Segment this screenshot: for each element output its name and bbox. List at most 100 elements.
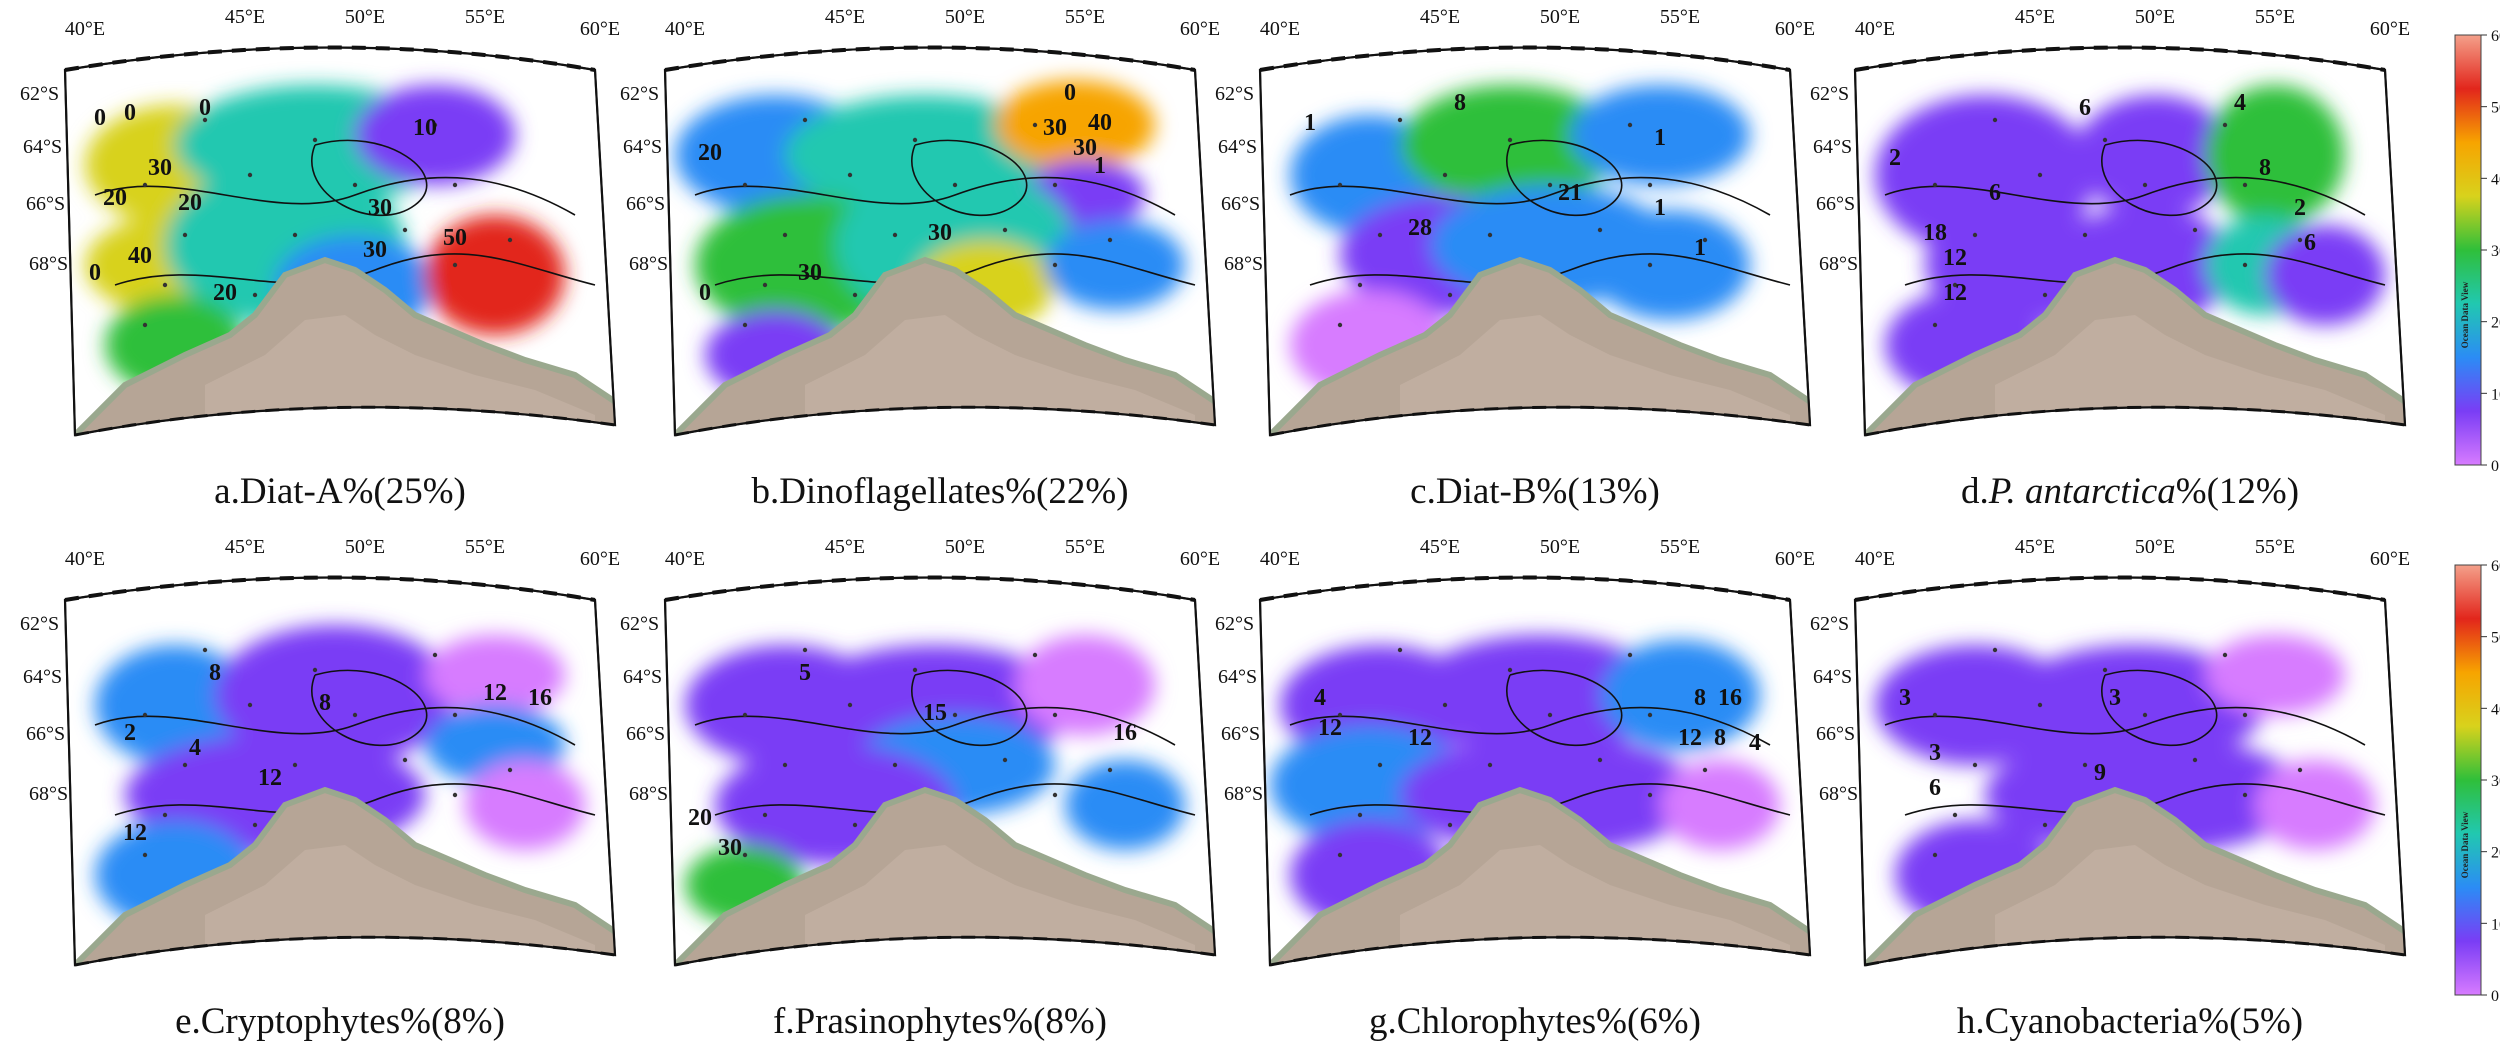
- station-dot: [1487, 232, 1493, 238]
- station-dot: [802, 647, 808, 653]
- station-dot: [1972, 762, 1978, 768]
- lat-label: 68°S: [629, 253, 668, 275]
- station-dot: [142, 852, 148, 858]
- contour-label: 40: [1088, 110, 1112, 136]
- lat-label: 66°S: [626, 723, 665, 745]
- contour-label: 1: [1094, 153, 1106, 179]
- lon-label: 60°E: [580, 18, 620, 40]
- station-dot: [1952, 282, 1958, 288]
- lon-label: 50°E: [345, 6, 385, 28]
- lon-label: 40°E: [65, 548, 105, 570]
- station-dot: [312, 667, 318, 673]
- contour-label: 20: [178, 190, 202, 216]
- field-blob: [2205, 635, 2345, 715]
- station-dot: [2192, 757, 2198, 763]
- contour-line: [1884, 706, 2366, 746]
- station-dot: [1337, 712, 1343, 718]
- station-dot: [182, 232, 188, 238]
- station-dot: [162, 282, 168, 288]
- field-blob: [2075, 95, 2235, 215]
- lon-label: 55°E: [1660, 6, 1700, 28]
- lon-label: 60°E: [1775, 548, 1815, 570]
- field-blob: [1045, 220, 1185, 310]
- field-blob: [215, 625, 455, 765]
- colorbar-gradient: [2454, 564, 2482, 996]
- contour-line: [1904, 253, 2386, 286]
- contour-label: 8: [319, 690, 331, 716]
- contour-label: 20: [213, 280, 237, 306]
- contour-label: 12: [1678, 725, 1702, 751]
- colorbar-tick-label: 60: [2491, 28, 2500, 45]
- contour-line: [1506, 139, 1623, 217]
- station-dot: [1377, 232, 1383, 238]
- colorbar-tick-label: 20: [2491, 845, 2500, 862]
- station-dot: [2297, 237, 2303, 243]
- station-dot: [2242, 182, 2248, 188]
- caption-prefix: b.: [751, 471, 780, 512]
- colorbar-tick-label: 50: [2491, 100, 2500, 117]
- station-dot: [762, 282, 768, 288]
- lat-label: 64°S: [1218, 136, 1257, 158]
- caption-h: h.Cyanobacteria%(5%): [1830, 1000, 2430, 1043]
- lon-label: 40°E: [1855, 18, 1895, 40]
- station-dot: [1032, 652, 1038, 658]
- station-dot: [1052, 792, 1058, 798]
- lon-label: 55°E: [1660, 536, 1700, 558]
- station-dot: [852, 822, 858, 828]
- caption-text: Diat-A%(25%): [239, 471, 466, 512]
- contour-label: 16: [528, 685, 552, 711]
- contour-label: 40: [128, 243, 152, 269]
- station-dot: [852, 292, 858, 298]
- lon-label: 45°E: [225, 6, 265, 28]
- lon-label: 45°E: [2015, 536, 2055, 558]
- graticule-bottom: [674, 935, 1216, 967]
- station-dot: [162, 812, 168, 818]
- station-dot: [2222, 122, 2228, 128]
- station-dot: [1442, 702, 1448, 708]
- lat-label: 62°S: [1215, 613, 1254, 635]
- station-dot: [402, 757, 408, 763]
- contour-line: [1289, 706, 1771, 746]
- contour-label: 6: [2304, 230, 2316, 256]
- station-dot: [1337, 852, 1343, 858]
- station-dot: [352, 712, 358, 718]
- lon-label: 45°E: [225, 536, 265, 558]
- contour-line: [94, 706, 576, 746]
- lon-label: 60°E: [2370, 548, 2410, 570]
- station-dot: [507, 767, 513, 773]
- station-dot: [2297, 767, 2303, 773]
- contour-label: 0: [94, 105, 106, 131]
- contour-label: 50: [443, 225, 467, 251]
- lat-label: 64°S: [1813, 136, 1852, 158]
- station-dot: [1107, 237, 1113, 243]
- station-dot: [452, 712, 458, 718]
- contour-label: 0: [124, 100, 136, 126]
- caption-f: f.Prasinophytes%(8%): [640, 1000, 1240, 1043]
- contour-label: 28: [1408, 215, 1432, 241]
- caption-a: a.Diat-A%(25%): [40, 470, 640, 513]
- contour-line: [911, 139, 1028, 217]
- lat-label: 62°S: [1810, 613, 1849, 635]
- graticule-top: [1854, 575, 2386, 602]
- contour-label: 30: [1043, 115, 1067, 141]
- lat-label: 66°S: [626, 193, 665, 215]
- contour-label: 0: [1064, 80, 1076, 106]
- station-dot: [1357, 282, 1363, 288]
- station-dot: [142, 322, 148, 328]
- station-dot: [312, 137, 318, 143]
- station-dot: [892, 762, 898, 768]
- colorbar-tick-label: 40: [2491, 701, 2500, 718]
- contour-label: 2: [2294, 195, 2306, 221]
- lat-label: 64°S: [23, 136, 62, 158]
- station-dot: [2192, 227, 2198, 233]
- colorbar-1: 60 50 40 30 20 10 0 Ocean Data View: [2454, 28, 2500, 475]
- graticule-bottom: [1269, 405, 1811, 437]
- lon-label: 40°E: [1855, 548, 1895, 570]
- caption-text: Dinoflagellates%(22%): [779, 471, 1129, 512]
- contour-label: 1: [1694, 235, 1706, 261]
- contour-label: 4: [1314, 685, 1326, 711]
- lon-label: 60°E: [1775, 18, 1815, 40]
- graticule-top: [1854, 45, 2386, 72]
- contour-label: 8: [2259, 155, 2271, 181]
